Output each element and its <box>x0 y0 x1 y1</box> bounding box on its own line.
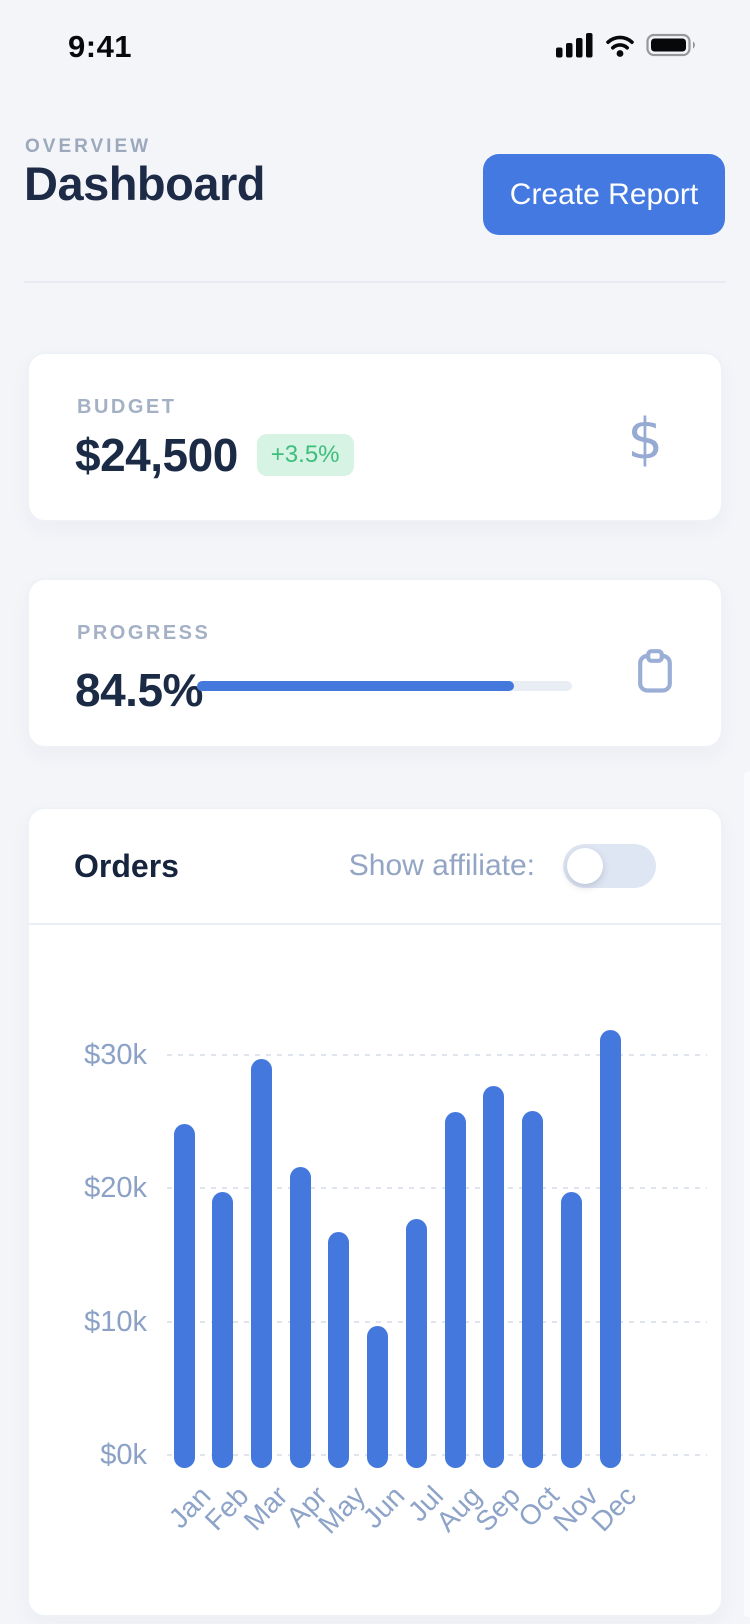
header-divider <box>24 281 726 283</box>
orders-bar-chart: $0k $10k $20k $30k Jan Feb Mar Apr May Jun Jul Aug S… <box>29 809 721 1615</box>
y-tick-label: $30k <box>84 1039 147 1071</box>
x-tick-label: Jun <box>356 1480 410 1535</box>
budget-label: BUDGET <box>77 396 177 418</box>
y-tick-label: $20k <box>84 1172 147 1205</box>
bar-Jul <box>405 1219 427 1468</box>
show-affiliate-toggle[interactable] <box>563 844 656 888</box>
y-tick-label: $0k <box>100 1439 147 1471</box>
bar-Feb <box>212 1192 234 1468</box>
budget-card: BUDGET $24,500 +3.5% $ <box>27 352 723 522</box>
gridline-$30k <box>167 1054 707 1056</box>
bar-Apr <box>289 1167 311 1468</box>
y-tick-label: $10k <box>84 1305 147 1338</box>
gridline-$20k <box>167 1187 707 1190</box>
progress-bar <box>197 681 572 691</box>
orders-card: Orders Show affiliate: $0k $10k $20k $30k Ja… <box>27 807 723 1617</box>
progress-bar-fill <box>197 681 514 691</box>
battery-icon <box>646 32 698 63</box>
status-bar-icons <box>556 32 698 63</box>
progress-value: 84.5% <box>75 664 203 716</box>
bar-Aug <box>444 1112 466 1468</box>
page-title: Dashboard <box>24 157 266 210</box>
budget-delta-badge: +3.5% <box>256 434 354 476</box>
bar-Sep <box>483 1085 505 1468</box>
progress-card: PROGRESS 84.5% <box>27 578 723 748</box>
right-edge-card-peek <box>744 772 750 1617</box>
bar-May <box>328 1232 350 1468</box>
gridline-$0k <box>167 1454 707 1456</box>
overview-eyebrow: OVERVIEW <box>25 136 152 157</box>
bar-Oct <box>522 1111 544 1468</box>
gridline-$10k <box>167 1320 707 1323</box>
wifi-icon <box>603 32 637 63</box>
cellular-signal-icon <box>556 32 594 63</box>
budget-value: $24,500 <box>75 429 238 481</box>
dollar-icon: $ <box>627 407 663 472</box>
bar-Nov <box>560 1192 582 1468</box>
clipboard-icon <box>638 649 672 693</box>
bar-Jun <box>367 1325 389 1468</box>
progress-label: PROGRESS <box>77 622 211 644</box>
show-affiliate-label: Show affiliate: <box>348 849 535 882</box>
orders-card-header: Orders Show affiliate: <box>29 809 721 925</box>
bar-Dec <box>599 1029 621 1468</box>
toggle-knob <box>567 848 603 884</box>
x-tick-label: Dec <box>585 1480 643 1538</box>
bar-Jan <box>173 1124 195 1468</box>
status-bar-time: 9:41 <box>68 29 133 64</box>
orders-title: Orders <box>74 847 179 884</box>
bar-Mar <box>250 1059 272 1468</box>
create-report-button[interactable]: Create Report <box>483 154 725 235</box>
